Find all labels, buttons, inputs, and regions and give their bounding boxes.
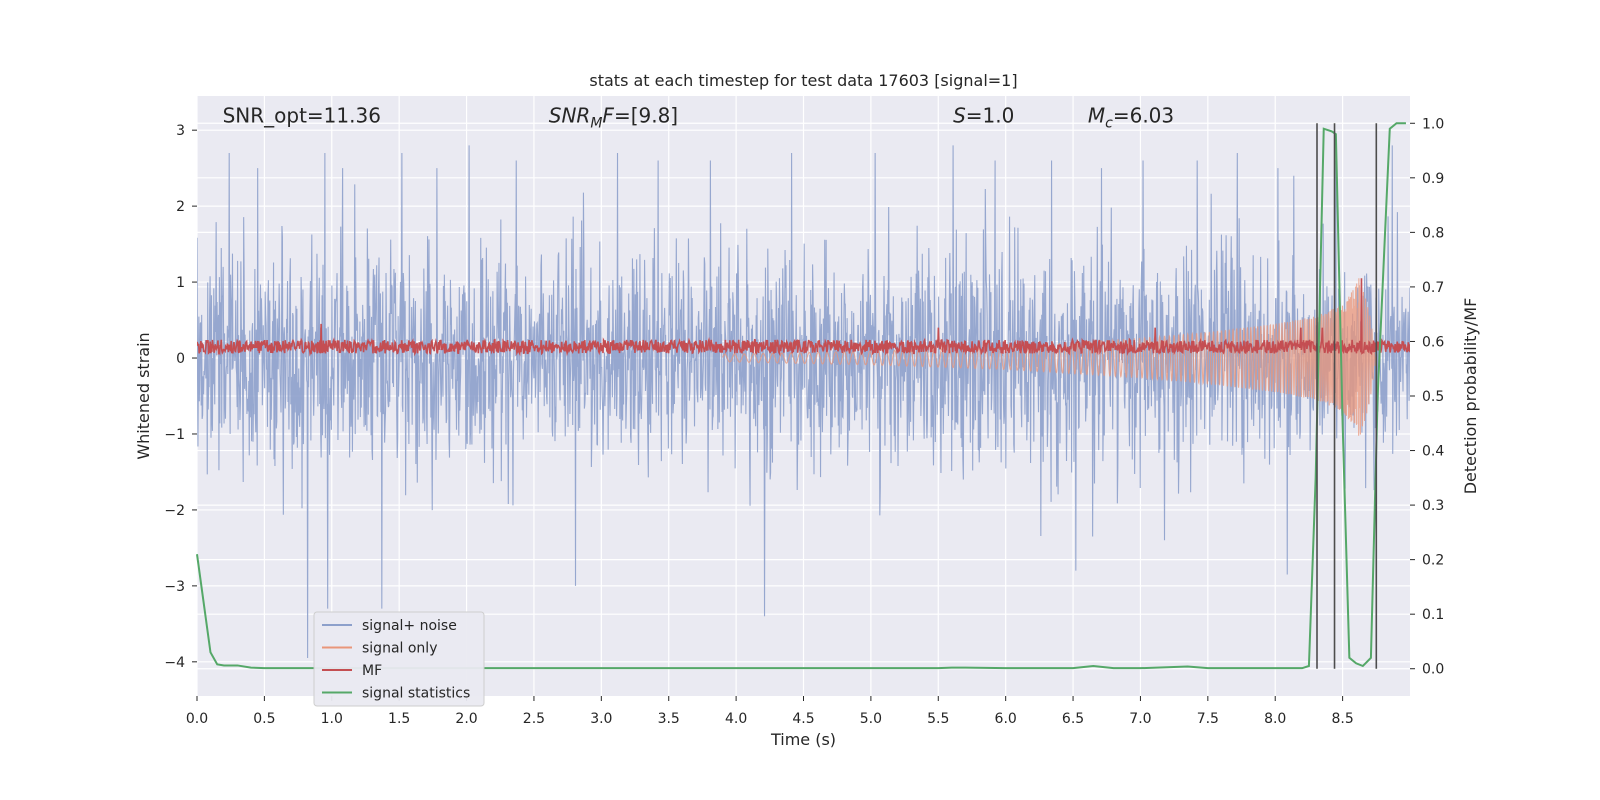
- x-tick-label: 3.5: [658, 711, 680, 727]
- x-tick-label: 6.0: [995, 711, 1017, 727]
- y2-tick-label: 0.7: [1422, 280, 1444, 296]
- y-tick-label: 3: [176, 123, 185, 139]
- x-tick-label: 2.5: [523, 711, 545, 727]
- series-signal-noise: [197, 145, 1410, 659]
- y2-tick-label: 0.0: [1422, 662, 1444, 678]
- y2-tick-label: 0.6: [1422, 334, 1444, 350]
- y2-tick-label: 0.8: [1422, 225, 1444, 241]
- series-signal-only: [722, 278, 1377, 436]
- annotation-snr-mf: SNRMF=[9.8]: [549, 104, 678, 132]
- annotation-part: M: [590, 116, 602, 132]
- x-tick-label: 7.0: [1129, 711, 1151, 727]
- y-axis-label: Whitened strain: [134, 332, 153, 459]
- axes: 0.0 0.5 1.0 1.5 2.0 2.5 3.0 3.5 4.0 4.5 5.0 5.5 6.0 6…: [164, 116, 1444, 727]
- legend-label: signal statistics: [362, 686, 470, 702]
- y2-tick-label: 0.1: [1422, 607, 1444, 623]
- series-signal-statistics: [196, 122, 1406, 670]
- annotation-part: =[9.8]: [614, 104, 678, 128]
- y2-tick-label: 0.4: [1422, 444, 1444, 460]
- annotation-part: =1.0: [966, 104, 1015, 128]
- y2-tick-label: 0.5: [1422, 389, 1444, 405]
- series-group: [197, 145, 1410, 659]
- x-tick-label: 8.5: [1331, 711, 1353, 727]
- x-tick-label: 7.5: [1197, 711, 1219, 727]
- x-tick-label: 1.5: [388, 711, 410, 727]
- y2-axis-label: Detection probability/MF: [1461, 298, 1480, 495]
- series-mf: [197, 278, 1410, 357]
- x-tick-label: 2.0: [455, 711, 477, 727]
- annotation-part: c: [1105, 116, 1113, 132]
- x-tick-label: 8.0: [1264, 711, 1286, 727]
- x-tick-label: 4.0: [725, 711, 747, 727]
- annotation-part: SNR_opt=11.36: [223, 104, 381, 128]
- annotation-part: S: [953, 104, 966, 128]
- x-tick-label: 1.0: [321, 711, 343, 727]
- x-tick-label: 0.5: [253, 711, 275, 727]
- x-tick-label: 6.5: [1062, 711, 1084, 727]
- x-tick-label: 3.0: [590, 711, 612, 727]
- chart-title: stats at each timestep for test data 176…: [589, 71, 1017, 90]
- annotations: SNR_opt=11.36 SNRMF=[9.8] S=1.0 Mc=6.03: [223, 104, 1175, 132]
- annotation-snr-opt: SNR_opt=11.36: [223, 104, 381, 128]
- y-tick-label: 1: [176, 275, 185, 291]
- annotation-chirp-mass: Mc=6.03: [1088, 104, 1174, 132]
- y2-tick-label: 0.2: [1422, 553, 1444, 569]
- annotation-part: =6.03: [1113, 104, 1174, 128]
- y2-tick-label: 1.0: [1422, 116, 1444, 132]
- y-tick-label: −1: [164, 427, 185, 443]
- y2-tick-label: 0.9: [1422, 171, 1444, 187]
- x-tick-label: 0.0: [186, 711, 208, 727]
- x-tick-label: 5.0: [860, 711, 882, 727]
- legend: signal+ noise signal only MF signal statist…: [313, 611, 485, 707]
- legend-label: signal+ noise: [362, 618, 457, 634]
- x-axis-label: Time (s): [770, 730, 836, 749]
- x-tick-label: 5.5: [927, 711, 949, 727]
- annotation-part: M: [1088, 104, 1105, 128]
- annotation-s-value: S=1.0: [953, 104, 1014, 128]
- legend-label: signal only: [362, 641, 437, 657]
- x-tick-label: 4.5: [792, 711, 814, 727]
- y-tick-label: −2: [164, 503, 185, 519]
- series: [196, 122, 1410, 670]
- legend-box: [313, 611, 485, 707]
- annotation-part: SNR: [549, 104, 591, 128]
- annotation-part: F: [602, 104, 614, 128]
- y-tick-label: −4: [164, 655, 185, 671]
- y-tick-label: −3: [164, 579, 185, 595]
- y-tick-label: 0: [176, 351, 185, 367]
- legend-label: MF: [362, 663, 382, 679]
- y2-tick-label: 0.3: [1422, 498, 1444, 514]
- vertical-markers: [1316, 123, 1378, 669]
- y-tick-label: 2: [176, 199, 185, 215]
